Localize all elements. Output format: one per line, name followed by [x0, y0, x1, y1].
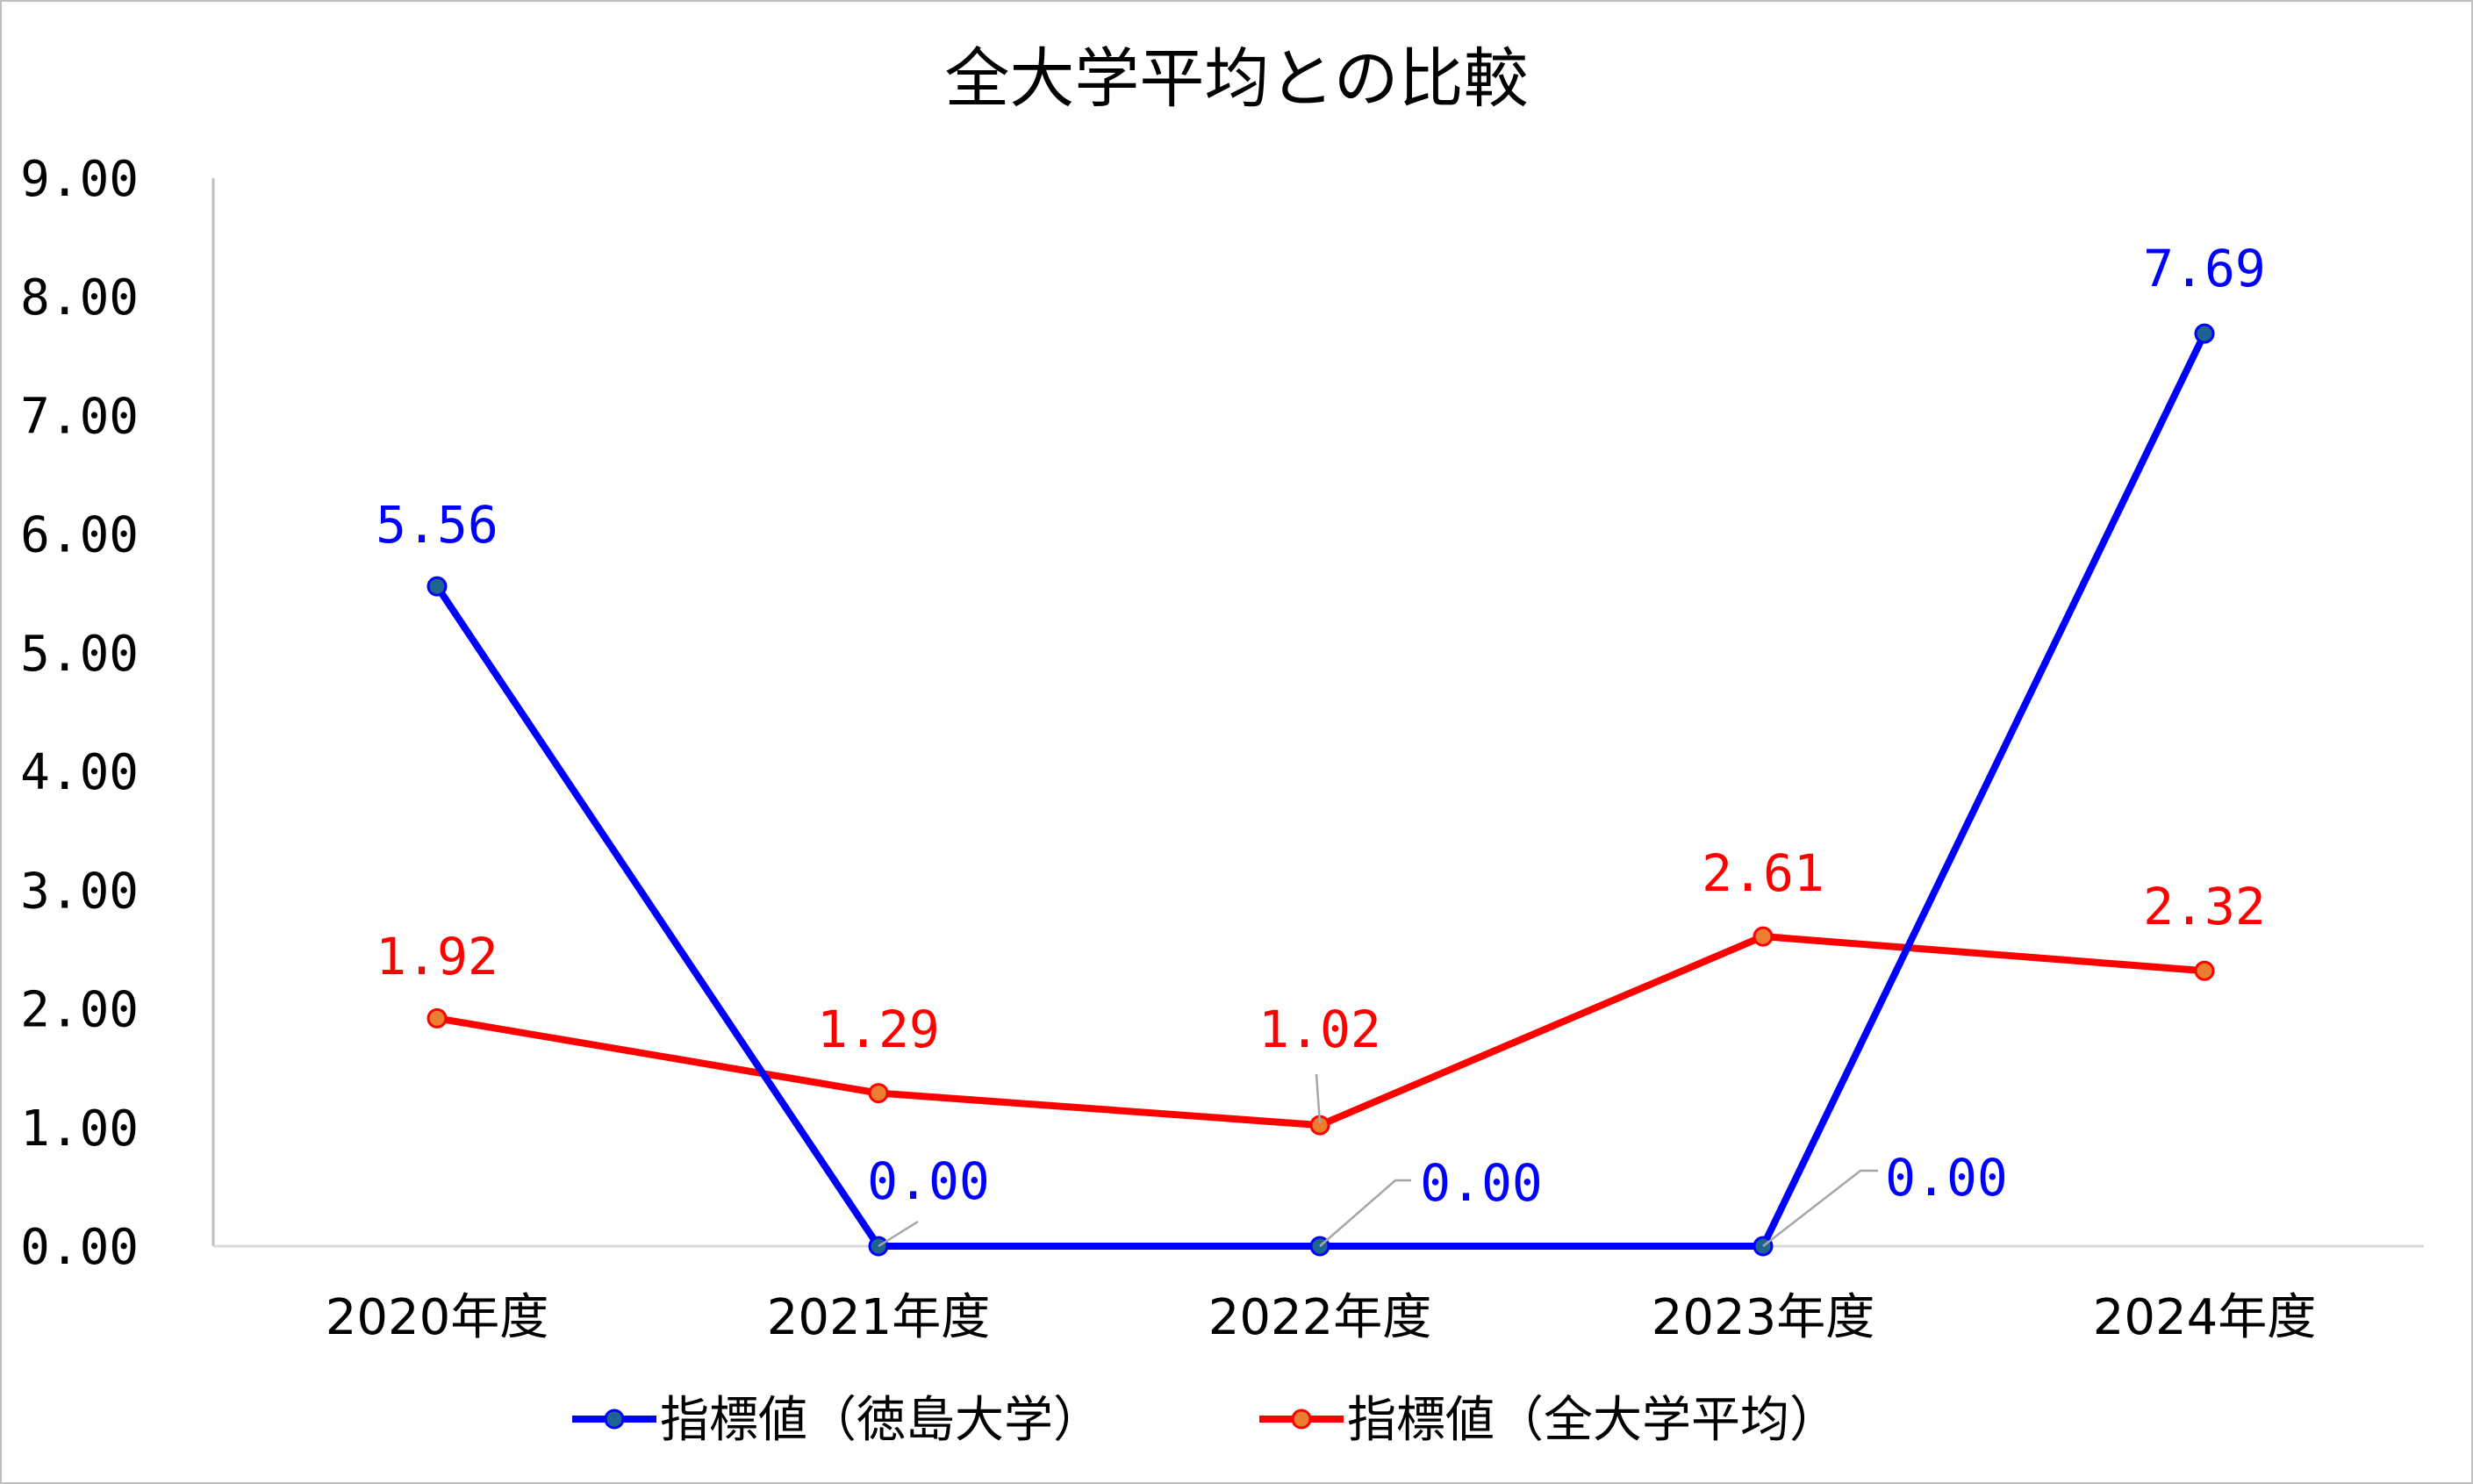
- data-point-marker[interactable]: [427, 576, 448, 597]
- data-label: 0.00: [1420, 1153, 1543, 1213]
- x-tick-label: 2021年度: [767, 1289, 991, 1346]
- data-point-marker[interactable]: [868, 1083, 889, 1104]
- data-label: 5.56: [376, 495, 498, 555]
- y-tick-label: 9.00: [20, 151, 139, 208]
- data-label: 1.29: [817, 1000, 940, 1059]
- legend-marker-icon: [604, 1409, 625, 1430]
- data-point-marker[interactable]: [1753, 926, 1774, 947]
- x-tick-label: 2023年度: [1652, 1289, 1875, 1346]
- data-point-marker[interactable]: [427, 1007, 448, 1029]
- data-label: 1.92: [376, 927, 498, 986]
- y-tick-label: 3.00: [20, 863, 139, 920]
- y-tick-label: 2.00: [20, 982, 139, 1039]
- legend-item-label[interactable]: 指標値（全大学平均）: [1347, 1392, 1839, 1449]
- leader-line: [1319, 1179, 1411, 1247]
- leader-line: [1762, 1169, 1878, 1247]
- x-tick-label: 2020年度: [326, 1289, 549, 1346]
- data-point-marker[interactable]: [2194, 323, 2215, 344]
- leader-line: [1315, 1073, 1322, 1124]
- legend-marker-icon: [1291, 1409, 1312, 1430]
- data-label: 1.02: [1258, 1000, 1381, 1059]
- data-point-marker[interactable]: [2194, 960, 2215, 981]
- y-tick-label: 5.00: [20, 626, 139, 683]
- y-tick-label: 1.00: [20, 1100, 139, 1158]
- data-label: 7.69: [2143, 239, 2266, 298]
- series-line: [434, 332, 2208, 1250]
- data-label: 2.32: [2143, 877, 2266, 936]
- data-label: 0.00: [1885, 1148, 2008, 1208]
- y-tick-label: 0.00: [20, 1219, 139, 1276]
- y-tick-label: 7.00: [20, 388, 139, 445]
- legend-item-label[interactable]: 指標値（徳島大学）: [660, 1392, 1102, 1449]
- y-tick-label: 4.00: [20, 744, 139, 801]
- chart-title: 全大学平均との比較: [944, 41, 1528, 117]
- y-tick-label: 6.00: [20, 507, 139, 564]
- y-tick-label: 8.00: [20, 269, 139, 326]
- x-tick-label: 2022年度: [1208, 1289, 1432, 1346]
- leader-line: [878, 1220, 919, 1248]
- x-tick-label: 2024年度: [2093, 1289, 2317, 1346]
- data-label: 2.61: [1702, 843, 1824, 903]
- data-label: 0.00: [867, 1151, 990, 1211]
